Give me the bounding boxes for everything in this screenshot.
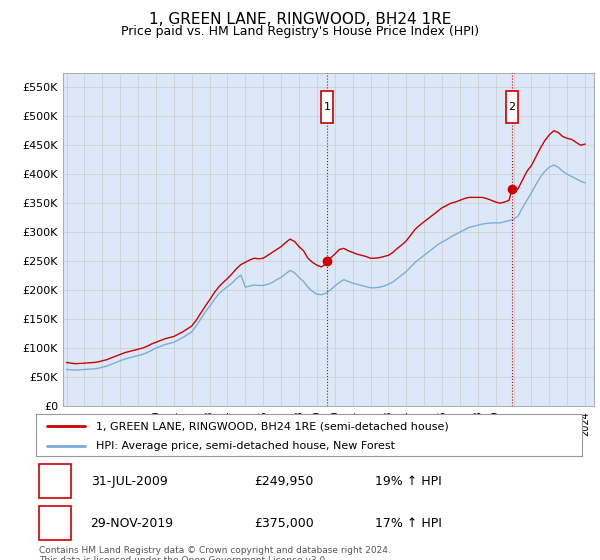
Text: Contains HM Land Registry data © Crown copyright and database right 2024.
This d: Contains HM Land Registry data © Crown c… <box>39 546 391 560</box>
Text: 2: 2 <box>508 102 515 112</box>
Bar <box>39 506 71 540</box>
Text: 1: 1 <box>324 102 331 112</box>
Text: 1: 1 <box>51 474 59 488</box>
Text: 17% ↑ HPI: 17% ↑ HPI <box>374 516 442 530</box>
Text: HPI: Average price, semi-detached house, New Forest: HPI: Average price, semi-detached house,… <box>96 441 395 451</box>
Text: 29-NOV-2019: 29-NOV-2019 <box>91 516 174 530</box>
Bar <box>506 91 518 123</box>
Text: 31-JUL-2009: 31-JUL-2009 <box>91 474 167 488</box>
Bar <box>39 464 71 498</box>
Text: £375,000: £375,000 <box>254 516 314 530</box>
Text: 19% ↑ HPI: 19% ↑ HPI <box>374 474 441 488</box>
Text: £249,950: £249,950 <box>254 474 314 488</box>
Text: 1, GREEN LANE, RINGWOOD, BH24 1RE: 1, GREEN LANE, RINGWOOD, BH24 1RE <box>149 12 451 27</box>
Text: Price paid vs. HM Land Registry's House Price Index (HPI): Price paid vs. HM Land Registry's House … <box>121 25 479 38</box>
Text: 1, GREEN LANE, RINGWOOD, BH24 1RE (semi-detached house): 1, GREEN LANE, RINGWOOD, BH24 1RE (semi-… <box>96 421 449 431</box>
Bar <box>322 91 333 123</box>
Text: 2: 2 <box>51 516 59 530</box>
